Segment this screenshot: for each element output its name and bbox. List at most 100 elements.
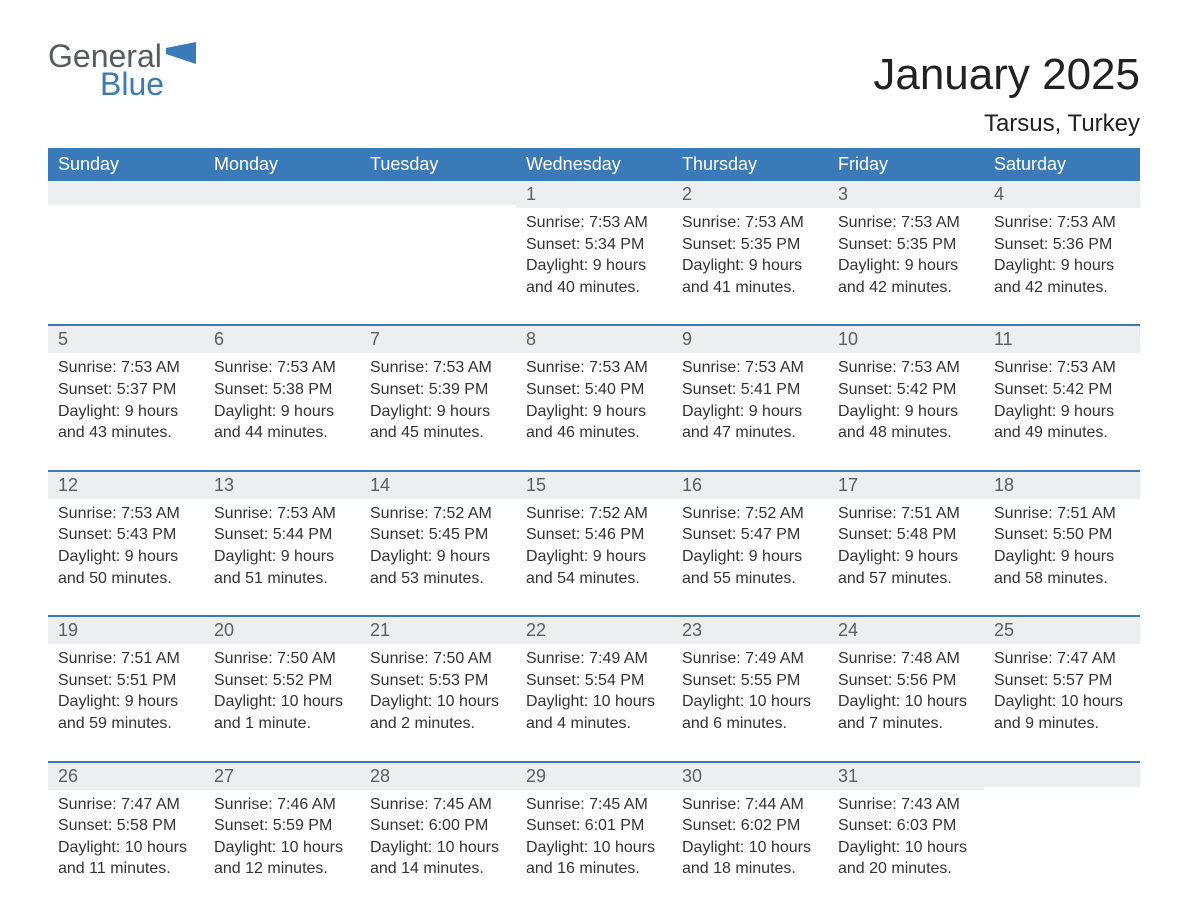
day-data: [204, 205, 360, 295]
day-data: Sunrise: 7:53 AMSunset: 5:43 PMDaylight:…: [48, 499, 204, 615]
daylight1-line: Daylight: 9 hours: [214, 546, 350, 568]
calendar-cell: 2Sunrise: 7:53 AMSunset: 5:35 PMDaylight…: [672, 181, 828, 325]
calendar-cell: 31Sunrise: 7:43 AMSunset: 6:03 PMDayligh…: [828, 762, 984, 906]
day-number: [984, 763, 1140, 787]
day-data: Sunrise: 7:49 AMSunset: 5:55 PMDaylight:…: [672, 644, 828, 760]
day-data: Sunrise: 7:50 AMSunset: 5:53 PMDaylight:…: [360, 644, 516, 760]
calendar-cell: 12Sunrise: 7:53 AMSunset: 5:43 PMDayligh…: [48, 471, 204, 616]
daylight2-line: and 40 minutes.: [526, 277, 662, 299]
daylight2-line: and 14 minutes.: [370, 858, 506, 880]
calendar-cell: 25Sunrise: 7:47 AMSunset: 5:57 PMDayligh…: [984, 616, 1140, 761]
calendar-cell: 13Sunrise: 7:53 AMSunset: 5:44 PMDayligh…: [204, 471, 360, 616]
day-data: Sunrise: 7:51 AMSunset: 5:50 PMDaylight:…: [984, 499, 1140, 615]
day-number: 8: [516, 326, 672, 353]
sunset-line: Sunset: 5:37 PM: [58, 379, 194, 401]
day-data: Sunrise: 7:44 AMSunset: 6:02 PMDaylight:…: [672, 790, 828, 906]
sunrise-line: Sunrise: 7:53 AM: [526, 212, 662, 234]
calendar-cell: 22Sunrise: 7:49 AMSunset: 5:54 PMDayligh…: [516, 616, 672, 761]
calendar-week: 12Sunrise: 7:53 AMSunset: 5:43 PMDayligh…: [48, 471, 1140, 616]
day-data: Sunrise: 7:53 AMSunset: 5:38 PMDaylight:…: [204, 353, 360, 469]
sunset-line: Sunset: 5:46 PM: [526, 524, 662, 546]
daylight1-line: Daylight: 10 hours: [838, 837, 974, 859]
daylight1-line: Daylight: 9 hours: [526, 255, 662, 277]
day-data: Sunrise: 7:53 AMSunset: 5:40 PMDaylight:…: [516, 353, 672, 469]
day-number: 21: [360, 617, 516, 644]
daylight2-line: and 43 minutes.: [58, 422, 194, 444]
daylight1-line: Daylight: 10 hours: [370, 837, 506, 859]
day-data: Sunrise: 7:52 AMSunset: 5:46 PMDaylight:…: [516, 499, 672, 615]
calendar-cell: 24Sunrise: 7:48 AMSunset: 5:56 PMDayligh…: [828, 616, 984, 761]
sunrise-line: Sunrise: 7:53 AM: [994, 212, 1130, 234]
daylight2-line: and 50 minutes.: [58, 568, 194, 590]
day-number: 12: [48, 472, 204, 499]
daylight2-line: and 47 minutes.: [682, 422, 818, 444]
sunset-line: Sunset: 5:41 PM: [682, 379, 818, 401]
calendar-cell: [984, 762, 1140, 906]
sunrise-line: Sunrise: 7:53 AM: [370, 357, 506, 379]
daylight1-line: Daylight: 10 hours: [994, 691, 1130, 713]
daylight1-line: Daylight: 9 hours: [370, 546, 506, 568]
calendar-cell: [360, 181, 516, 325]
sunrise-line: Sunrise: 7:53 AM: [838, 357, 974, 379]
day-number: 23: [672, 617, 828, 644]
day-number: 30: [672, 763, 828, 790]
calendar-cell: 1Sunrise: 7:53 AMSunset: 5:34 PMDaylight…: [516, 181, 672, 325]
sunrise-line: Sunrise: 7:53 AM: [58, 503, 194, 525]
day-number: 24: [828, 617, 984, 644]
day-number: 14: [360, 472, 516, 499]
day-number: 20: [204, 617, 360, 644]
day-data: Sunrise: 7:48 AMSunset: 5:56 PMDaylight:…: [828, 644, 984, 760]
day-data: Sunrise: 7:45 AMSunset: 6:00 PMDaylight:…: [360, 790, 516, 906]
daylight1-line: Daylight: 9 hours: [838, 255, 974, 277]
daylight1-line: Daylight: 9 hours: [58, 691, 194, 713]
calendar-week: 1Sunrise: 7:53 AMSunset: 5:34 PMDaylight…: [48, 181, 1140, 325]
day-number: 11: [984, 326, 1140, 353]
sunrise-line: Sunrise: 7:52 AM: [526, 503, 662, 525]
daylight2-line: and 4 minutes.: [526, 713, 662, 735]
daylight2-line: and 54 minutes.: [526, 568, 662, 590]
day-data: Sunrise: 7:53 AMSunset: 5:36 PMDaylight:…: [984, 208, 1140, 324]
day-number: 26: [48, 763, 204, 790]
daylight2-line: and 18 minutes.: [682, 858, 818, 880]
sunset-line: Sunset: 6:00 PM: [370, 815, 506, 837]
calendar-cell: 26Sunrise: 7:47 AMSunset: 5:58 PMDayligh…: [48, 762, 204, 906]
sunset-line: Sunset: 6:02 PM: [682, 815, 818, 837]
daylight1-line: Daylight: 10 hours: [682, 691, 818, 713]
day-data: Sunrise: 7:46 AMSunset: 5:59 PMDaylight:…: [204, 790, 360, 906]
daylight2-line: and 49 minutes.: [994, 422, 1130, 444]
daylight1-line: Daylight: 9 hours: [58, 401, 194, 423]
day-number: 18: [984, 472, 1140, 499]
calendar-cell: 15Sunrise: 7:52 AMSunset: 5:46 PMDayligh…: [516, 471, 672, 616]
calendar-cell: 8Sunrise: 7:53 AMSunset: 5:40 PMDaylight…: [516, 325, 672, 470]
calendar-cell: 23Sunrise: 7:49 AMSunset: 5:55 PMDayligh…: [672, 616, 828, 761]
daylight2-line: and 12 minutes.: [214, 858, 350, 880]
daylight1-line: Daylight: 10 hours: [682, 837, 818, 859]
daylight2-line: and 11 minutes.: [58, 858, 194, 880]
day-number: 6: [204, 326, 360, 353]
daylight1-line: Daylight: 9 hours: [994, 546, 1130, 568]
daylight2-line: and 16 minutes.: [526, 858, 662, 880]
sunrise-line: Sunrise: 7:53 AM: [526, 357, 662, 379]
sunrise-line: Sunrise: 7:51 AM: [58, 648, 194, 670]
daylight2-line: and 6 minutes.: [682, 713, 818, 735]
day-number: 4: [984, 181, 1140, 208]
weekday-header: Tuesday: [360, 148, 516, 181]
calendar-cell: 29Sunrise: 7:45 AMSunset: 6:01 PMDayligh…: [516, 762, 672, 906]
sunset-line: Sunset: 6:03 PM: [838, 815, 974, 837]
calendar-cell: 28Sunrise: 7:45 AMSunset: 6:00 PMDayligh…: [360, 762, 516, 906]
day-number: 28: [360, 763, 516, 790]
calendar-cell: 4Sunrise: 7:53 AMSunset: 5:36 PMDaylight…: [984, 181, 1140, 325]
daylight2-line: and 42 minutes.: [994, 277, 1130, 299]
calendar-cell: 3Sunrise: 7:53 AMSunset: 5:35 PMDaylight…: [828, 181, 984, 325]
calendar-cell: 16Sunrise: 7:52 AMSunset: 5:47 PMDayligh…: [672, 471, 828, 616]
day-data: Sunrise: 7:53 AMSunset: 5:42 PMDaylight:…: [984, 353, 1140, 469]
sunset-line: Sunset: 5:48 PM: [838, 524, 974, 546]
daylight2-line: and 44 minutes.: [214, 422, 350, 444]
sunset-line: Sunset: 5:34 PM: [526, 234, 662, 256]
location: Tarsus, Turkey: [48, 110, 1140, 138]
day-data: Sunrise: 7:47 AMSunset: 5:58 PMDaylight:…: [48, 790, 204, 906]
sunset-line: Sunset: 5:50 PM: [994, 524, 1130, 546]
calendar-cell: [204, 181, 360, 325]
daylight2-line: and 46 minutes.: [526, 422, 662, 444]
sunrise-line: Sunrise: 7:49 AM: [682, 648, 818, 670]
